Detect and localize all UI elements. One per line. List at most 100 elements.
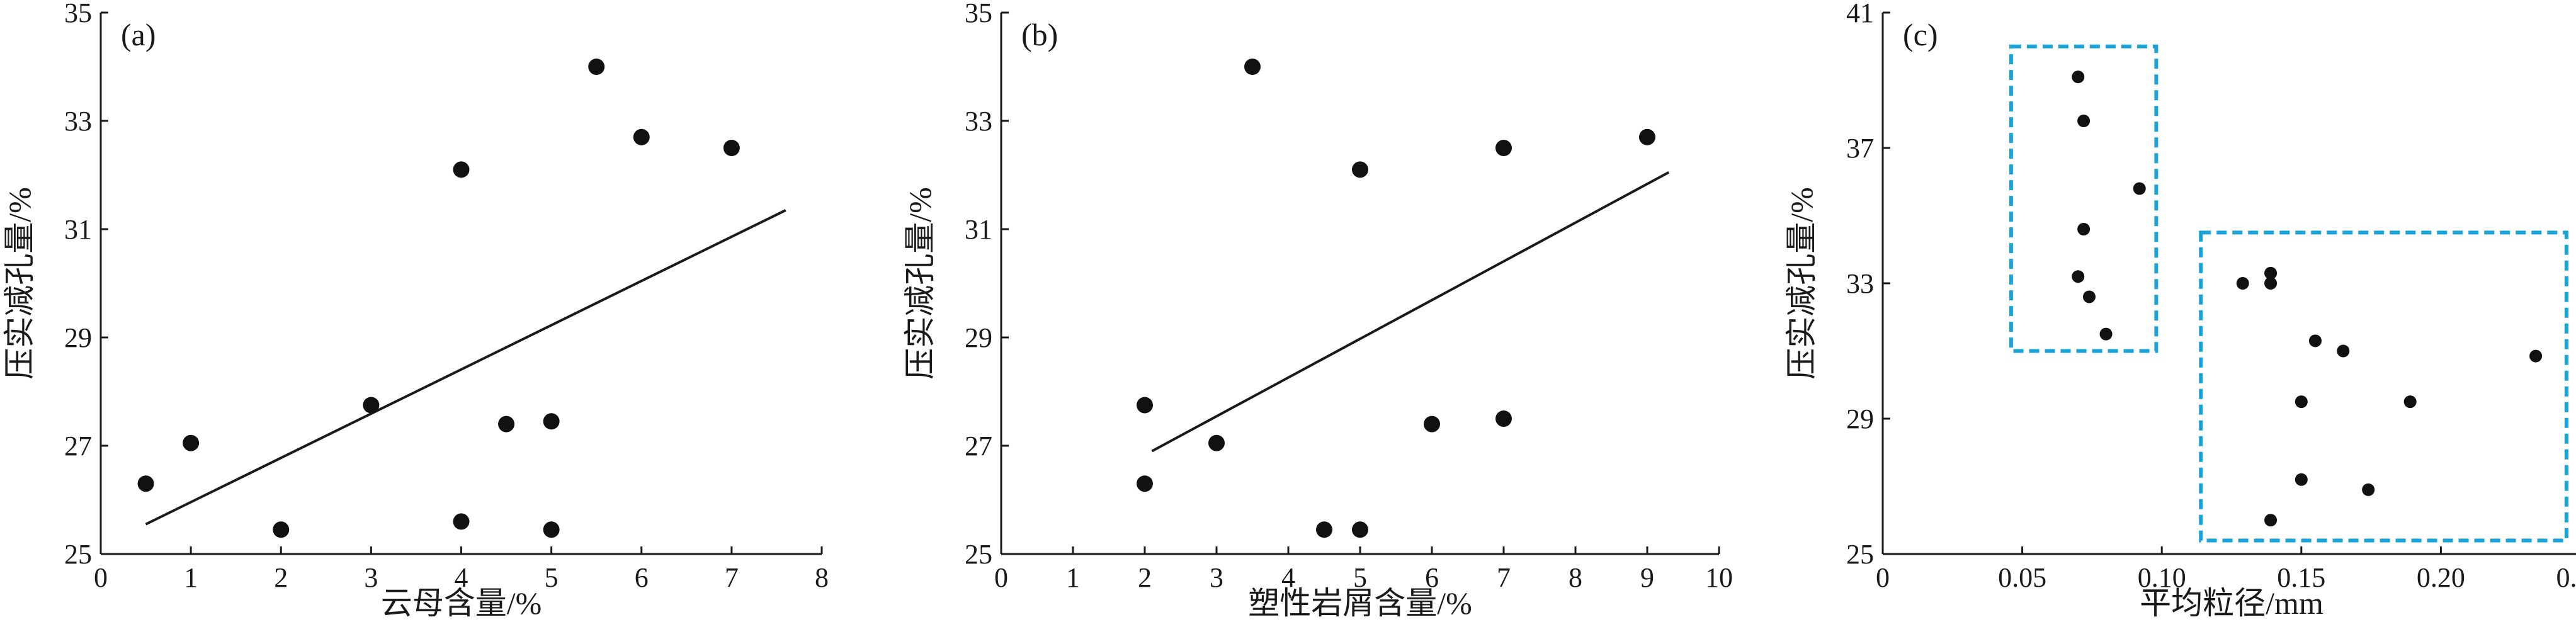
x-axis-label: 平均粒径/mm xyxy=(2140,585,2324,621)
data-point xyxy=(2295,395,2308,409)
panel-c: 0 0.05 0.10 0.15 0.20 0.25 25 29 33 37 41 平均粒径/mm 压实… xyxy=(1784,0,2576,621)
data-point xyxy=(2264,277,2278,290)
y-tick-label: 35 xyxy=(64,0,92,28)
y-tick-label: 33 xyxy=(1846,268,1874,299)
x-tick-label: 0.25 xyxy=(2556,562,2576,593)
y-tick-label: 37 xyxy=(1846,133,1874,164)
data-point xyxy=(2264,514,2278,527)
y-tick-label: 29 xyxy=(965,322,992,353)
data-point xyxy=(273,521,290,538)
x-tick-label: 5 xyxy=(1353,562,1367,593)
panel-label: (a) xyxy=(121,17,156,52)
trendline xyxy=(1151,171,1670,453)
data-point xyxy=(1495,410,1512,427)
data-point xyxy=(2133,182,2146,195)
panel-a: 0 1 2 3 4 5 6 7 8 25 27 29 31 33 35 云母含量/% 压实减孔量/% (a) xyxy=(2,0,829,621)
data-point xyxy=(2077,223,2091,235)
y-tick-label: 33 xyxy=(64,106,92,137)
data-point xyxy=(137,475,154,492)
x-tick-label: 0 xyxy=(994,562,1008,593)
x-tick-label: 8 xyxy=(1569,562,1582,593)
panel-label: (c) xyxy=(1903,17,1938,52)
x-tick-label: 1 xyxy=(1066,562,1080,593)
x-tick-label: 2 xyxy=(1138,562,1152,593)
y-tick-label: 25 xyxy=(965,539,992,570)
y-tick-label: 25 xyxy=(64,539,92,570)
y-tick-label: 27 xyxy=(64,431,92,461)
data-point xyxy=(1208,434,1225,451)
y-tick-label: 41 xyxy=(1846,0,1874,28)
y-tick-label: 33 xyxy=(965,106,992,137)
data-point xyxy=(363,397,380,414)
x-tick-label: 6 xyxy=(1425,562,1439,593)
x-tick-label: 0.05 xyxy=(1998,562,2046,593)
x-tick-label: 0.15 xyxy=(2277,562,2325,593)
data-point xyxy=(1495,140,1512,156)
data-point xyxy=(453,161,470,178)
data-point xyxy=(2082,290,2096,303)
data-point xyxy=(2295,473,2308,486)
y-tick-label: 31 xyxy=(965,214,992,245)
data-point xyxy=(183,434,200,451)
data-point xyxy=(2236,277,2249,290)
x-tick-label: 10 xyxy=(1705,562,1733,593)
data-point xyxy=(2072,71,2085,84)
data-point xyxy=(2077,115,2091,127)
x-tick-label: 3 xyxy=(364,562,378,593)
x-tick-label: 0 xyxy=(1876,562,1890,593)
highlight-box xyxy=(2009,44,2159,353)
x-axis-label: 塑性岩屑含量/% xyxy=(1248,585,1472,621)
data-point xyxy=(1352,521,1368,538)
x-tick-label: 0.20 xyxy=(2417,562,2465,593)
y-axis-label: 压实减孔量/% xyxy=(1784,187,1819,380)
data-point xyxy=(498,416,515,433)
data-point xyxy=(2337,344,2350,358)
data-point xyxy=(1137,397,1153,414)
data-point xyxy=(2264,266,2278,280)
data-point xyxy=(1352,161,1368,178)
trendline xyxy=(145,209,786,526)
panel-b: 0 1 2 3 4 5 6 7 8 9 10 25 27 29 31 33 35 塑性岩屑含量/% 压实减孔量/% (… xyxy=(902,0,1733,621)
data-point xyxy=(2099,327,2113,341)
x-tick-label: 6 xyxy=(635,562,649,593)
x-tick-label: 7 xyxy=(1497,562,1511,593)
y-tick-label: 29 xyxy=(1846,404,1874,434)
data-point xyxy=(453,513,470,530)
data-point xyxy=(723,140,740,156)
data-point xyxy=(2362,483,2375,496)
y-tick-label: 27 xyxy=(965,431,992,461)
data-point xyxy=(543,413,560,430)
data-point xyxy=(588,59,605,75)
x-tick-label: 0 xyxy=(94,562,108,593)
data-point xyxy=(1639,128,1655,145)
data-point xyxy=(543,521,560,538)
x-tick-label: 7 xyxy=(725,562,739,593)
x-tick-label: 4 xyxy=(1281,562,1295,593)
data-point xyxy=(1137,475,1153,492)
y-tick-label: 31 xyxy=(64,214,92,245)
x-tick-label: 9 xyxy=(1640,562,1654,593)
x-tick-label: 3 xyxy=(1210,562,1223,593)
y-tick-label: 29 xyxy=(64,322,92,353)
data-point xyxy=(1244,59,1261,75)
data-point xyxy=(2072,270,2085,283)
x-tick-label: 1 xyxy=(184,562,198,593)
y-axis-label: 压实减孔量/% xyxy=(2,187,37,380)
highlight-box xyxy=(2199,230,2568,543)
x-tick-label: 4 xyxy=(455,562,468,593)
x-tick-label: 0.10 xyxy=(2138,562,2186,593)
x-tick-label: 2 xyxy=(274,562,288,593)
data-point xyxy=(1316,521,1332,538)
x-tick-label: 5 xyxy=(545,562,559,593)
panel-label: (b) xyxy=(1021,17,1058,52)
data-point xyxy=(2403,395,2417,409)
data-point xyxy=(2529,349,2543,363)
data-point xyxy=(2308,334,2322,348)
y-axis-label: 压实减孔量/% xyxy=(902,187,938,380)
x-axis-label: 云母含量/% xyxy=(381,585,542,621)
x-tick-label: 8 xyxy=(815,562,829,593)
y-tick-label: 35 xyxy=(965,0,992,28)
data-point xyxy=(1424,416,1440,433)
data-point xyxy=(633,128,650,145)
